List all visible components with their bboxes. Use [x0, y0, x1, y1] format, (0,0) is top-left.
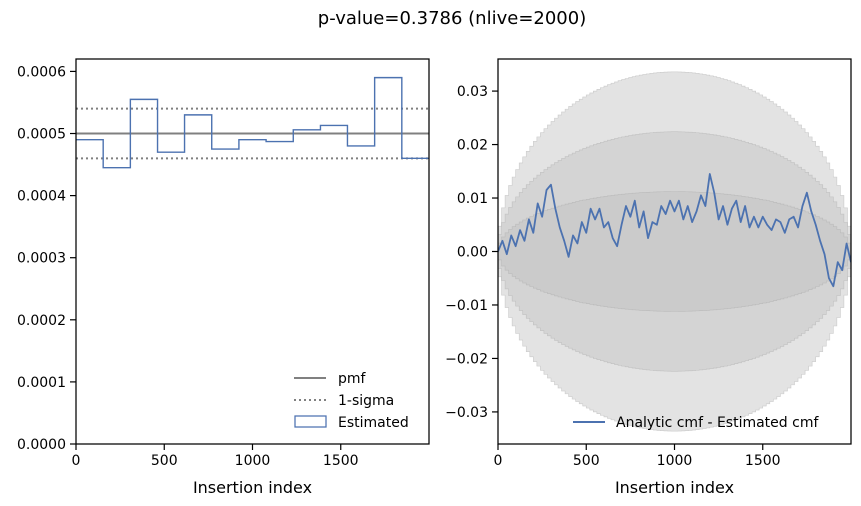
- cmf-axes-frame: [497, 58, 852, 445]
- legend-1-sigma-label: 1-sigma: [338, 393, 394, 409]
- y-tick-label: 0.0002: [17, 313, 66, 329]
- figure-title: p-value=0.3786 (nlive=2000): [318, 8, 586, 29]
- y-tick-label: 0.01: [457, 191, 488, 207]
- x-tick-label: 1500: [323, 453, 359, 469]
- sigma-band-middle: [498, 131, 851, 372]
- pmf-x-axis-label: Insertion index: [193, 478, 312, 497]
- cmf-plot-area: [498, 71, 851, 432]
- legend-pmf-label: pmf: [338, 371, 367, 387]
- y-tick-label: −0.01: [445, 298, 488, 314]
- x-tick-label: 1500: [745, 453, 781, 469]
- y-tick-label: 0.00: [457, 245, 488, 261]
- x-tick-label: 500: [573, 453, 600, 469]
- cmf-legend: Analytic cmf - Estimated cmf: [573, 415, 819, 431]
- pmf-histogram-panel: 0 500 1000 1500 0.0000 0.0001 0.0002 0.0003 0.00…: [17, 58, 430, 497]
- x-tick-label: 0: [72, 453, 81, 469]
- x-tick-label: 500: [151, 453, 178, 469]
- x-tick-label: 0: [494, 453, 503, 469]
- y-tick-label: 0.0001: [17, 375, 66, 391]
- x-tick-label: 1000: [235, 453, 271, 469]
- cmf-axis-ticks: 0 500 1000 1500 −0.03 −0.02 −0.01 0.00 0.01 0.02 0…: [445, 84, 780, 469]
- y-tick-label: −0.02: [445, 351, 488, 367]
- pmf-axis-ticks: 0 500 1000 1500 0.0000 0.0001 0.0002 0.0003 0.00…: [17, 64, 359, 469]
- cmf-x-axis-label: Insertion index: [615, 478, 734, 497]
- legend-cmf-difference-label: Analytic cmf - Estimated cmf: [616, 415, 819, 431]
- sigma-band-inner: [498, 191, 851, 312]
- y-tick-label: 0.0004: [17, 189, 66, 205]
- cmf-difference-line: [498, 173, 851, 288]
- y-tick-label: 0.0005: [17, 127, 66, 143]
- y-tick-label: −0.03: [445, 405, 488, 421]
- y-tick-label: 0.02: [457, 138, 488, 154]
- estimated-step-histogram: [76, 76, 429, 169]
- pmf-axes-frame: [75, 58, 430, 445]
- y-tick-label: 0.03: [457, 84, 488, 100]
- pmf-plot-area: [76, 76, 429, 169]
- y-tick-label: 0.0006: [17, 64, 66, 80]
- y-tick-label: 0.0000: [17, 437, 66, 453]
- cmf-difference-panel: 0 500 1000 1500 −0.03 −0.02 −0.01 0.00 0.01 0.02 0…: [445, 58, 852, 497]
- y-tick-label: 0.0003: [17, 251, 66, 267]
- x-tick-label: 1000: [657, 453, 693, 469]
- legend-estimated-swatch: [294, 415, 327, 428]
- pmf-legend: pmf 1-sigma Estimated: [294, 371, 409, 431]
- sigma-band-outer: [498, 71, 851, 432]
- legend-estimated-label: Estimated: [338, 415, 409, 431]
